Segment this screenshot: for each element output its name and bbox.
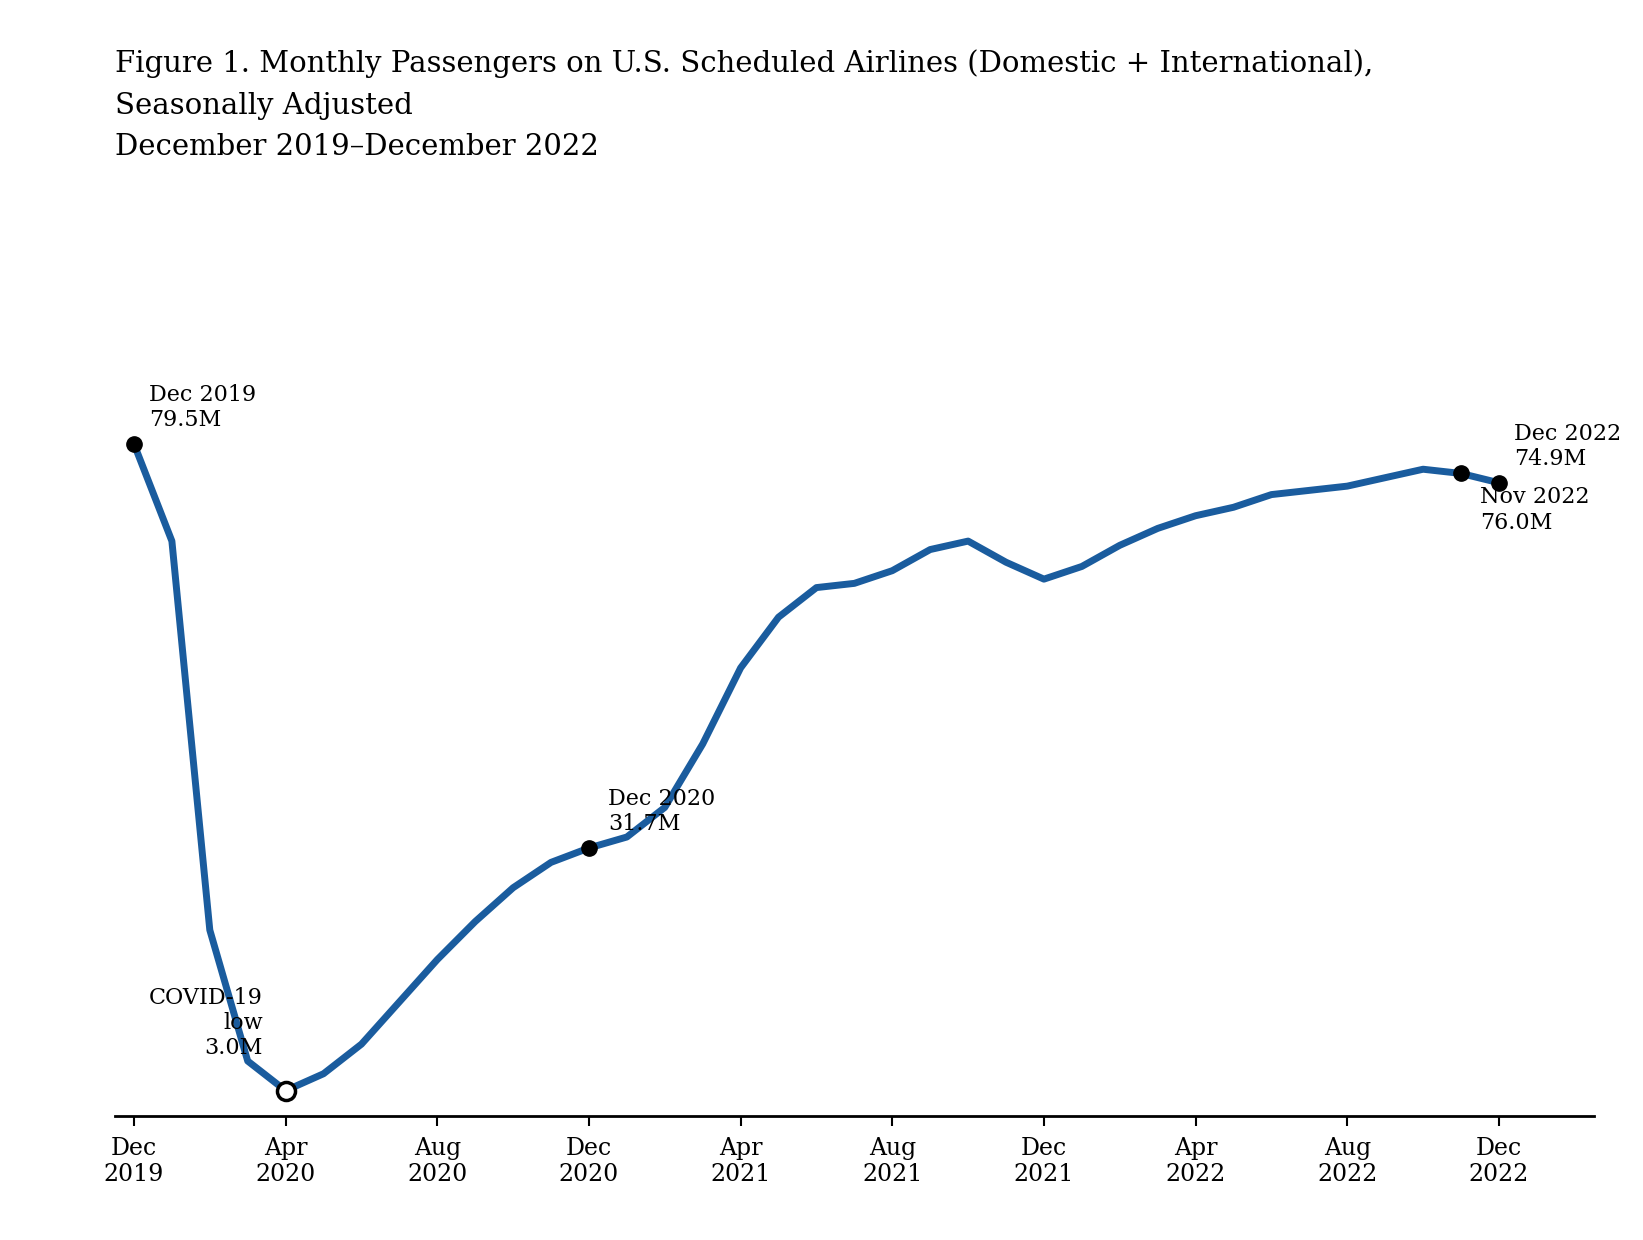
Text: Dec 2022
74.9M: Dec 2022 74.9M	[1515, 423, 1622, 470]
Text: Nov 2022
76.0M: Nov 2022 76.0M	[1480, 486, 1589, 533]
Text: Dec 2019
79.5M: Dec 2019 79.5M	[150, 384, 256, 432]
Text: Figure 1. Monthly Passengers on U.S. Scheduled Airlines (Domestic + Internationa: Figure 1. Monthly Passengers on U.S. Sch…	[115, 50, 1374, 161]
Text: COVID-19
low
3.0M: COVID-19 low 3.0M	[150, 987, 263, 1059]
Text: Dec 2020
31.7M: Dec 2020 31.7M	[608, 787, 715, 836]
